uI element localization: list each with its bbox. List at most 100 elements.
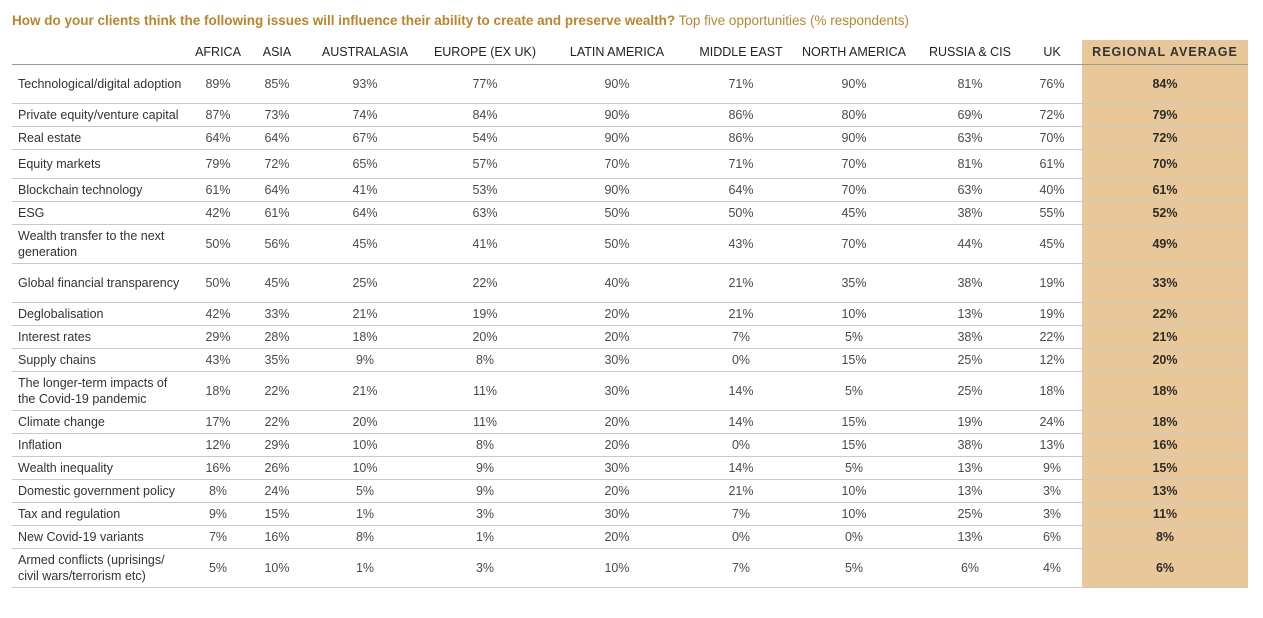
value-cell: 5% xyxy=(184,548,252,588)
value-cell: 64% xyxy=(302,201,428,225)
row-label: Technological/digital adoption xyxy=(12,64,184,104)
table-row: Global financial transparency 50% 45% 25% 22… xyxy=(12,263,1248,303)
header-row: AFRICA ASIA AUSTRALASIA EUROPE (EX UK) L… xyxy=(12,40,1248,65)
value-cell: 11% xyxy=(428,410,542,434)
value-cell: 81% xyxy=(918,64,1022,104)
value-cell: 71% xyxy=(692,64,790,104)
value-cell: 5% xyxy=(790,371,918,411)
regional-average-cell: 79% xyxy=(1082,103,1248,127)
header-issue xyxy=(12,40,184,65)
value-cell: 9% xyxy=(1022,456,1082,480)
value-cell: 9% xyxy=(428,456,542,480)
value-cell: 90% xyxy=(790,126,918,150)
regional-average-cell: 52% xyxy=(1082,201,1248,225)
value-cell: 63% xyxy=(918,178,1022,202)
table-row: The longer-term impacts of the Covid-19 … xyxy=(12,371,1248,411)
value-cell: 10% xyxy=(252,548,302,588)
table-row: Tax and regulation 9% 15% 1% 3% 30% 7% 10% 25% 3%… xyxy=(12,502,1248,526)
value-cell: 1% xyxy=(302,502,428,526)
value-cell: 71% xyxy=(692,149,790,179)
value-cell: 20% xyxy=(302,410,428,434)
value-cell: 50% xyxy=(692,201,790,225)
value-cell: 89% xyxy=(184,64,252,104)
value-cell: 50% xyxy=(542,201,692,225)
value-cell: 29% xyxy=(184,325,252,349)
value-cell: 50% xyxy=(542,224,692,264)
value-cell: 5% xyxy=(790,456,918,480)
opportunities-table: AFRICA ASIA AUSTRALASIA EUROPE (EX UK) L… xyxy=(12,40,1248,588)
value-cell: 9% xyxy=(428,479,542,503)
regional-average-cell: 72% xyxy=(1082,126,1248,150)
value-cell: 43% xyxy=(692,224,790,264)
row-label: Blockchain technology xyxy=(12,178,184,202)
value-cell: 65% xyxy=(302,149,428,179)
value-cell: 79% xyxy=(184,149,252,179)
value-cell: 25% xyxy=(918,371,1022,411)
value-cell: 14% xyxy=(692,410,790,434)
table-row: Supply chains 43% 35% 9% 8% 30% 0% 15% 25% 12% 20% xyxy=(12,348,1248,372)
value-cell: 20% xyxy=(542,302,692,326)
value-cell: 30% xyxy=(542,348,692,372)
title-subtitle: Top five opportunities (% respondents) xyxy=(678,13,910,28)
value-cell: 14% xyxy=(692,371,790,411)
value-cell: 17% xyxy=(184,410,252,434)
value-cell: 84% xyxy=(428,103,542,127)
row-label: New Covid-19 variants xyxy=(12,525,184,549)
value-cell: 53% xyxy=(428,178,542,202)
regional-average-cell: 22% xyxy=(1082,302,1248,326)
table-row: Real estate 64% 64% 67% 54% 90% 86% 90% 63% 70% 72… xyxy=(12,126,1248,150)
value-cell: 15% xyxy=(790,433,918,457)
value-cell: 42% xyxy=(184,201,252,225)
value-cell: 90% xyxy=(542,64,692,104)
value-cell: 21% xyxy=(302,371,428,411)
value-cell: 30% xyxy=(542,456,692,480)
value-cell: 41% xyxy=(302,178,428,202)
value-cell: 70% xyxy=(1022,126,1082,150)
table-row: New Covid-19 variants 7% 16% 8% 1% 20% 0% 0% 13%… xyxy=(12,525,1248,549)
value-cell: 18% xyxy=(302,325,428,349)
value-cell: 1% xyxy=(428,525,542,549)
table-row: Armed conflicts (uprisings/ civil wars/t… xyxy=(12,548,1248,588)
value-cell: 64% xyxy=(252,126,302,150)
header-australasia: AUSTRALASIA xyxy=(302,40,428,65)
value-cell: 19% xyxy=(918,410,1022,434)
value-cell: 80% xyxy=(790,103,918,127)
value-cell: 6% xyxy=(918,548,1022,588)
value-cell: 7% xyxy=(692,325,790,349)
header-middle-east: MIDDLE EAST xyxy=(692,40,790,65)
regional-average-cell: 8% xyxy=(1082,525,1248,549)
value-cell: 6% xyxy=(1022,525,1082,549)
value-cell: 14% xyxy=(692,456,790,480)
value-cell: 7% xyxy=(692,502,790,526)
value-cell: 20% xyxy=(542,325,692,349)
value-cell: 22% xyxy=(252,410,302,434)
value-cell: 87% xyxy=(184,103,252,127)
header-asia: ASIA xyxy=(252,40,302,65)
value-cell: 63% xyxy=(918,126,1022,150)
regional-average-cell: 61% xyxy=(1082,178,1248,202)
value-cell: 55% xyxy=(1022,201,1082,225)
value-cell: 3% xyxy=(428,502,542,526)
value-cell: 3% xyxy=(1022,479,1082,503)
value-cell: 7% xyxy=(692,548,790,588)
value-cell: 21% xyxy=(692,302,790,326)
value-cell: 93% xyxy=(302,64,428,104)
value-cell: 4% xyxy=(1022,548,1082,588)
value-cell: 35% xyxy=(790,263,918,303)
value-cell: 0% xyxy=(692,348,790,372)
row-label: Interest rates xyxy=(12,325,184,349)
value-cell: 45% xyxy=(302,224,428,264)
table-row: Interest rates 29% 28% 18% 20% 20% 7% 5% 38% 22% 2… xyxy=(12,325,1248,349)
value-cell: 38% xyxy=(918,433,1022,457)
value-cell: 9% xyxy=(184,502,252,526)
value-cell: 3% xyxy=(428,548,542,588)
regional-average-cell: 49% xyxy=(1082,224,1248,264)
value-cell: 81% xyxy=(918,149,1022,179)
row-label: Wealth transfer to the next generation xyxy=(12,224,184,264)
value-cell: 10% xyxy=(542,548,692,588)
regional-average-cell: 70% xyxy=(1082,149,1248,179)
value-cell: 70% xyxy=(790,149,918,179)
value-cell: 8% xyxy=(302,525,428,549)
value-cell: 61% xyxy=(252,201,302,225)
value-cell: 63% xyxy=(428,201,542,225)
